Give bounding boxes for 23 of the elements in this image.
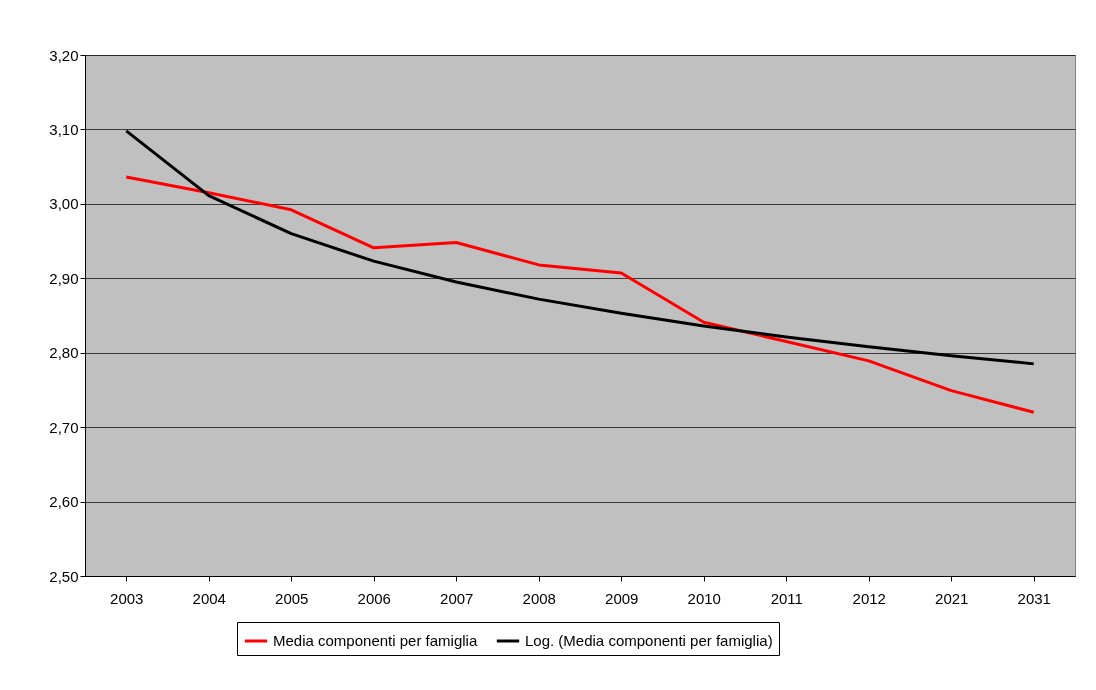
y-tick-label: 2,50 [49,567,79,585]
x-tick-label: 2005 [275,589,309,607]
y-tick-label: 3,00 [49,195,79,213]
x-tick-label: 2011 [770,589,803,607]
y-tick-label: 3,10 [49,120,79,138]
x-tick-label: 2012 [852,589,886,607]
x-tick-label: 2021 [935,589,969,607]
x-tick-label: 2031 [1017,589,1051,607]
x-tick-label: 2008 [522,589,556,607]
y-tick-label: 3,20 [49,46,79,64]
y-tick-label: 2,70 [49,418,79,436]
x-tick-label: 2003 [110,589,144,607]
x-tick-label: 2006 [357,589,391,607]
x-tick-label: 2007 [440,589,474,607]
legend-label: Log. (Media componenti per famiglia) [525,632,773,649]
x-tick-label: 2009 [605,589,639,607]
y-tick-label: 2,90 [49,269,79,287]
x-tick-label: 2010 [687,589,721,607]
legend-label: Media componenti per famiglia [273,632,478,649]
line-series [124,175,1036,414]
y-tick-label: 2,80 [49,344,79,362]
y-tick-label: 2,60 [49,493,79,511]
x-tick-label: 2004 [192,589,226,607]
